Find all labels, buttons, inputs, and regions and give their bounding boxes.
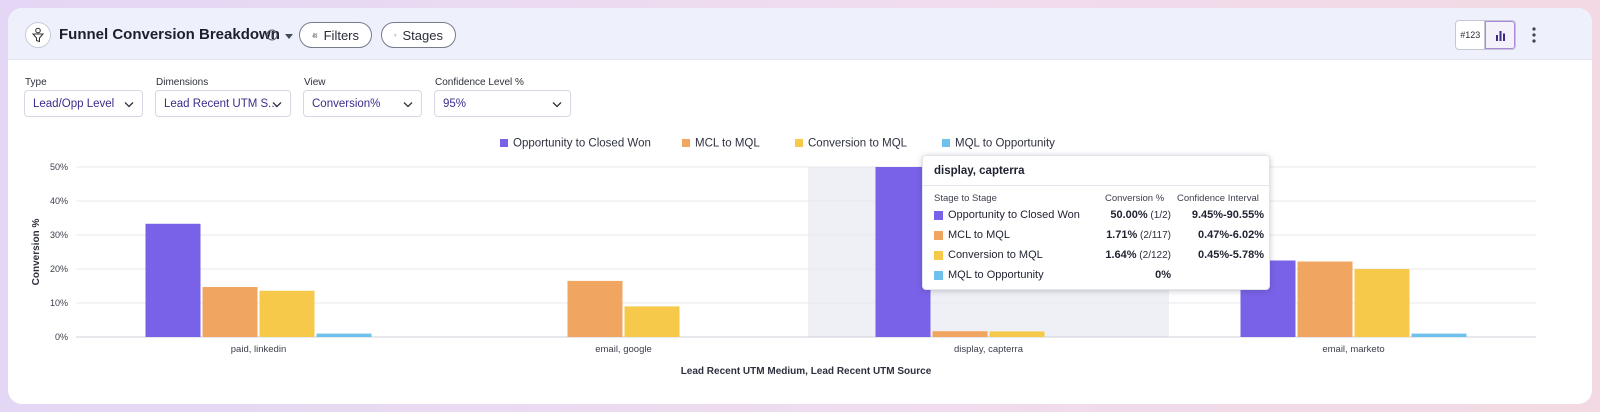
tooltip-col-ci: Confidence Interval	[1177, 193, 1259, 204]
tooltip-col-conversion: Conversion %	[1105, 193, 1165, 204]
page-title: Funnel Conversion Breakdown	[59, 26, 280, 43]
tooltip-row: Opportunity to Closed Won 50.00% (1/2) 9.4…	[934, 208, 1264, 224]
legend-label: Conversion to MQL	[808, 138, 908, 150]
tooltip-conversion: 1.71% (2/117)	[1106, 229, 1171, 241]
tooltip-confidence-interval: 9.45%-90.55%	[1191, 209, 1264, 221]
y-tick-label: 0%	[55, 332, 68, 342]
tooltip-swatch	[934, 231, 943, 240]
bar-mcl-to-mql	[202, 287, 258, 337]
type-select-value: Lead/Opp Level	[33, 97, 115, 110]
y-tick-label: 30%	[50, 230, 68, 240]
tooltip-row: Conversion to MQL 1.64% (2/122) 0.45%-5.78…	[934, 248, 1264, 264]
funnel-logo-icon	[25, 22, 51, 48]
tooltip-row: MCL to MQL 1.71% (2/117) 0.47%-6.02%	[934, 228, 1264, 244]
chevron-down-icon	[552, 102, 562, 108]
view-label: View	[304, 77, 326, 88]
bar-conversion-to-mql	[989, 331, 1045, 337]
bar-conversion-to-mql	[624, 306, 680, 337]
bar-conversion-to-mql	[259, 290, 315, 337]
y-axis-title: Conversion %	[31, 219, 42, 286]
bar-conversion-to-mql	[1354, 269, 1410, 337]
legend-label: MCL to MQL	[695, 138, 760, 150]
bar-opportunity-to-closed-won	[145, 223, 201, 337]
confidence-label: Confidence Level %	[435, 77, 524, 88]
y-tick-label: 40%	[50, 196, 68, 206]
legend-label: Opportunity to Closed Won	[513, 138, 651, 150]
funnel-icon	[394, 34, 397, 37]
tooltip-swatch	[934, 271, 943, 280]
conversion-bar-chart: 0% 10% 20% 30% 40% 50% paid, linkedin email, go…	[31, 138, 1536, 377]
chart-view-toggle[interactable]	[1485, 21, 1515, 49]
x-tick-label: email, marketo	[1322, 344, 1384, 355]
dimensions-select-value: Lead Recent UTM S...	[164, 97, 278, 110]
bar-mql-to-opportunity	[316, 333, 372, 337]
stages-button[interactable]: Stages	[381, 22, 456, 48]
legend-label: MQL to Opportunity	[955, 138, 1055, 150]
bar-chart-icon	[1495, 30, 1505, 41]
filters-label: Filters	[323, 27, 359, 43]
tooltip-swatch	[934, 251, 943, 260]
y-tick-label: 50%	[50, 162, 68, 172]
tooltip-confidence-interval: 0.47%-6.02%	[1197, 229, 1264, 241]
type-label: Type	[25, 77, 47, 88]
legend-swatch	[500, 139, 508, 147]
tooltip-stage-name: MCL to MQL	[948, 229, 1010, 241]
more-options-icon[interactable]	[1529, 25, 1539, 45]
filters-button[interactable]: Filters	[299, 22, 372, 48]
x-tick-label: paid, linkedin	[231, 344, 286, 355]
tooltip-title: display, capterra	[934, 165, 1025, 177]
tooltip-stage-name: Opportunity to Closed Won	[948, 209, 1080, 221]
tooltip-stage-name: Conversion to MQL	[948, 249, 1043, 261]
tooltip-conversion: 0%	[1155, 269, 1171, 281]
stages-label: Stages	[402, 27, 443, 43]
chevron-down-icon	[124, 102, 134, 108]
chevron-down-icon	[272, 102, 282, 108]
y-tick-label: 10%	[50, 298, 68, 308]
number-view-toggle[interactable]: #123	[1456, 21, 1486, 49]
type-select[interactable]: Lead/Opp Level	[24, 90, 143, 117]
y-tick-label: 20%	[50, 264, 68, 274]
x-tick-label: display, capterra	[954, 344, 1024, 355]
chart-tooltip: display, capterra Stage to Stage Convers…	[922, 155, 1270, 290]
bar-mcl-to-mql	[567, 280, 623, 337]
dimensions-select[interactable]: Lead Recent UTM S...	[155, 90, 291, 117]
tooltip-stage-name: MQL to Opportunity	[948, 269, 1044, 281]
legend-swatch	[795, 139, 803, 147]
chevron-down-icon	[403, 102, 413, 108]
tooltip-conversion: 50.00% (1/2)	[1110, 209, 1171, 221]
view-select-value: Conversion%	[312, 97, 381, 110]
card-header: Funnel Conversion Breakdown Filters	[8, 8, 1592, 60]
tooltip-col-stage: Stage to Stage	[934, 193, 997, 204]
view-toggle: #123	[1455, 20, 1516, 50]
view-select[interactable]: Conversion%	[303, 90, 422, 117]
confidence-select[interactable]: 95%	[434, 90, 571, 117]
bar-opportunity-to-closed-won	[875, 167, 931, 337]
tooltip-confidence-interval: 0.45%-5.78%	[1197, 249, 1264, 261]
bar-mcl-to-mql	[932, 331, 988, 337]
sliders-icon	[312, 32, 318, 38]
info-icon[interactable]	[266, 29, 278, 41]
tooltip-conversion: 1.64% (2/122)	[1105, 249, 1171, 261]
bar-mcl-to-mql	[1297, 261, 1353, 337]
tooltip-swatch	[934, 211, 943, 220]
tooltip-row: MQL to Opportunity 0%	[934, 268, 1264, 284]
tooltip-divider	[923, 185, 1269, 186]
legend-swatch	[942, 139, 950, 147]
bar-mql-to-opportunity	[1411, 333, 1467, 337]
confidence-select-value: 95%	[443, 97, 467, 110]
x-tick-label: email, google	[595, 344, 652, 355]
funnel-card: Funnel Conversion Breakdown Filters	[8, 8, 1592, 404]
legend-swatch	[682, 139, 690, 147]
caret-down-icon[interactable]	[284, 33, 294, 40]
x-axis-title: Lead Recent UTM Medium, Lead Recent UTM …	[681, 366, 932, 377]
dimensions-label: Dimensions	[156, 77, 209, 88]
